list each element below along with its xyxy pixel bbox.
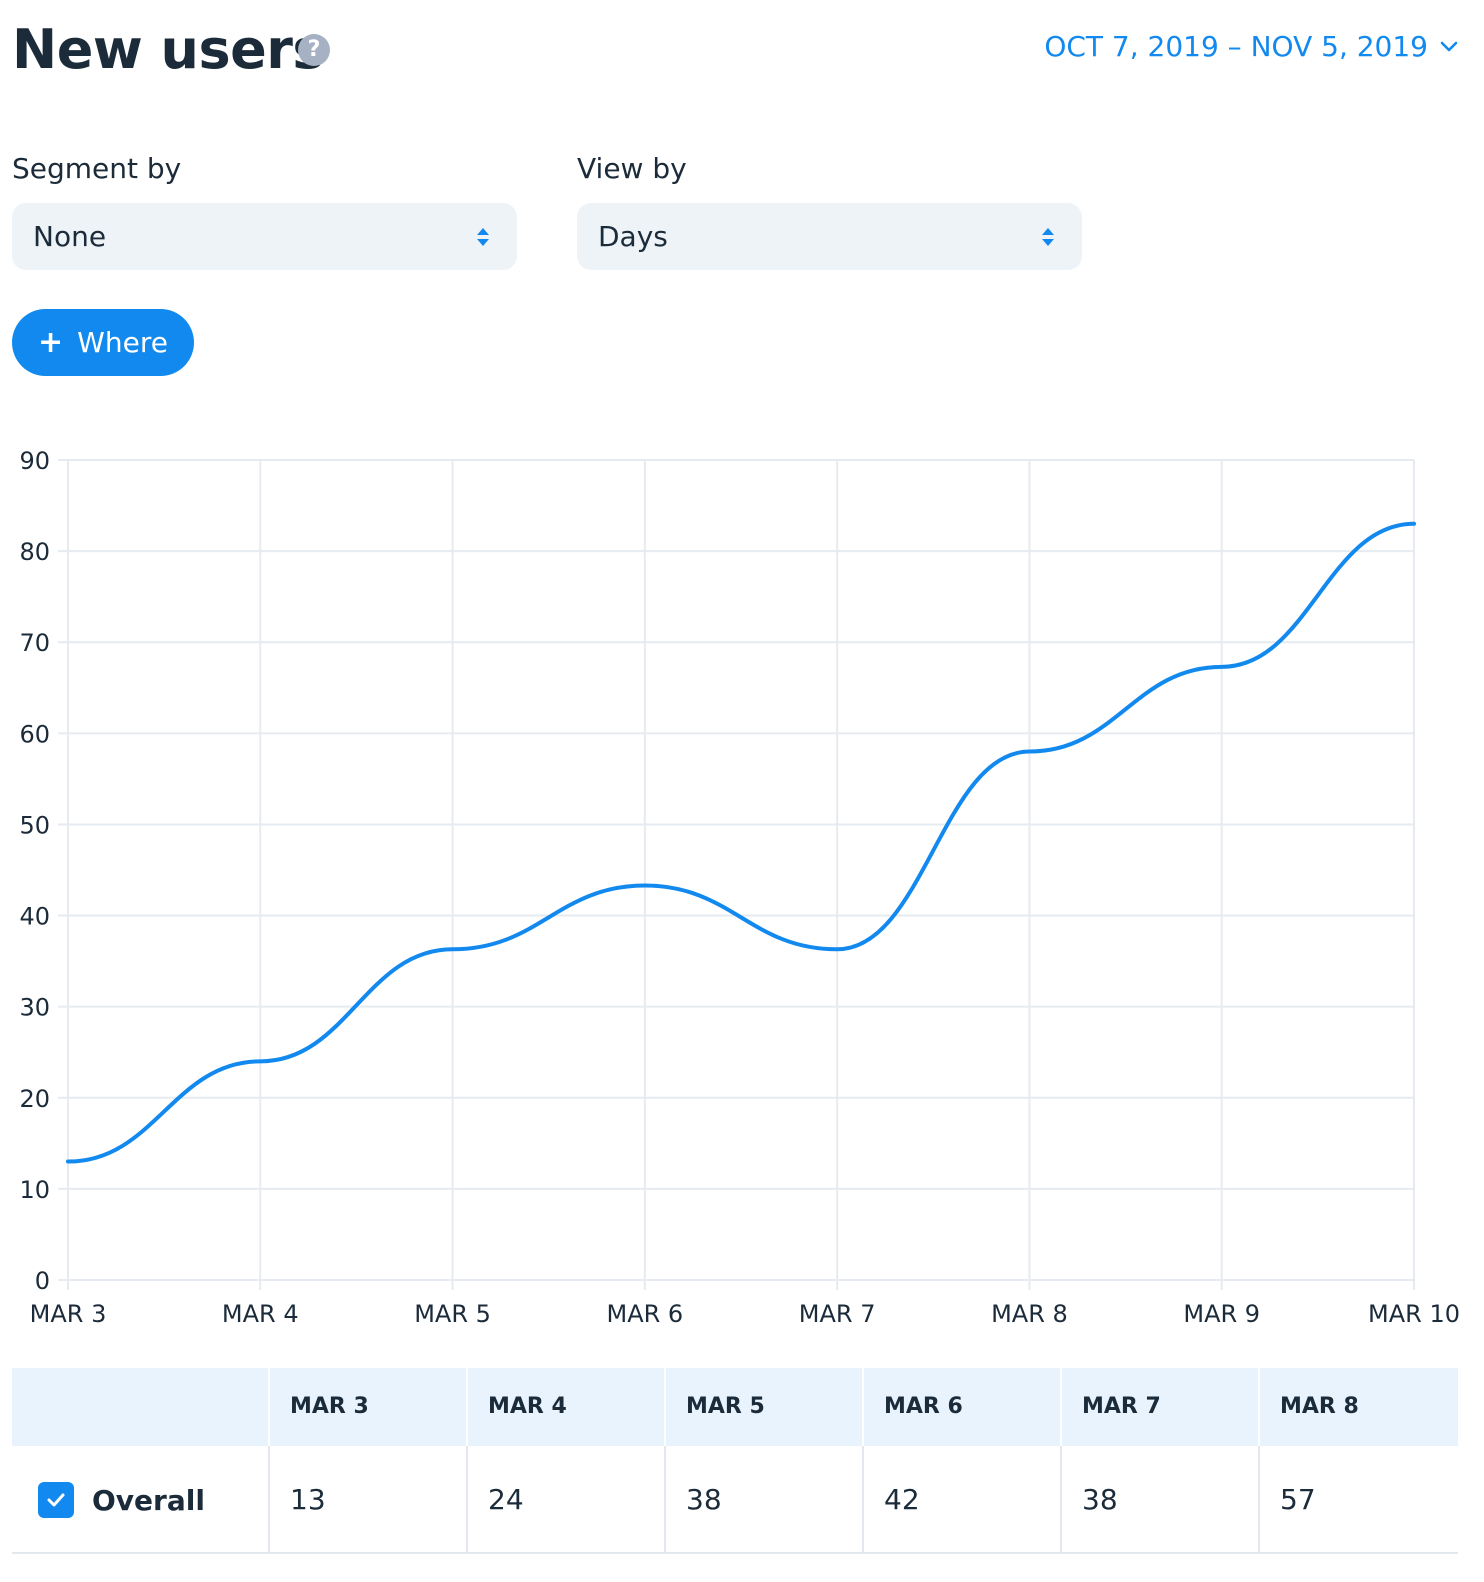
table-cell: 24: [466, 1446, 664, 1552]
table-cell: 38: [664, 1446, 862, 1552]
add-where-filter-button[interactable]: + Where: [12, 309, 194, 376]
cell-value: 38: [1082, 1483, 1118, 1516]
table-header-cell: MAR 4: [466, 1368, 664, 1446]
checkbox[interactable]: [38, 1482, 74, 1518]
column-header: MAR 3: [290, 1394, 369, 1419]
chevron-down-icon: [1440, 41, 1458, 52]
cell-value: 42: [884, 1483, 920, 1516]
check-icon: [47, 1493, 65, 1507]
view-by-select[interactable]: Days: [577, 203, 1082, 270]
sort-arrows-icon: [1042, 228, 1054, 246]
cell-value: 57: [1280, 1483, 1316, 1516]
cell-value: 38: [686, 1483, 722, 1516]
x-tick-label: MAR 10: [1368, 1300, 1460, 1328]
cell-value: 13: [290, 1483, 326, 1516]
column-header: MAR 8: [1280, 1394, 1359, 1419]
y-tick-label: 40: [19, 903, 50, 931]
column-header: MAR 7: [1082, 1394, 1161, 1419]
page-title: New users: [12, 18, 325, 81]
y-tick-label: 60: [19, 720, 50, 748]
column-header: MAR 5: [686, 1394, 765, 1419]
y-tick-label: 80: [19, 538, 50, 566]
page-header: New users ? OCT 7, 2019 – NOV 5, 2019: [12, 14, 1460, 86]
segment-by-label: Segment by: [12, 152, 182, 185]
new-users-line-chart: 0 10 20 30 40 50 60 70 80 90 MAR 3 MAR 4 MAR 5 MAR 6 M…: [19, 447, 1460, 1328]
x-tick-label: MAR 8: [991, 1300, 1068, 1328]
data-table: MAR 3 MAR 4 MAR 5 MAR 6 MAR 7 MAR 8 Overall 13…: [12, 1368, 1458, 1554]
y-tick-label: 70: [19, 629, 50, 657]
x-tick-label: MAR 3: [30, 1300, 107, 1328]
table-header-cell: MAR 3: [268, 1368, 466, 1446]
table-header-cell: MAR 8: [1258, 1368, 1458, 1446]
column-header: MAR 6: [884, 1394, 963, 1419]
plus-icon: +: [38, 324, 64, 360]
row-name: Overall: [92, 1483, 205, 1517]
x-tick-label: MAR 9: [1183, 1300, 1260, 1328]
y-tick-label: 20: [19, 1085, 50, 1113]
y-tick-label: 90: [19, 447, 50, 475]
table-header-cell: MAR 6: [862, 1368, 1060, 1446]
y-tick-label: 50: [19, 811, 50, 839]
table-cell: 13: [268, 1446, 466, 1552]
segment-by-value: None: [33, 220, 107, 253]
table-cell: 38: [1060, 1446, 1258, 1552]
cell-value: 24: [488, 1483, 524, 1516]
view-by-label: View by: [577, 152, 687, 185]
view-by-value: Days: [598, 220, 668, 253]
table-cell: Overall: [12, 1446, 268, 1552]
row-label: Overall: [38, 1446, 205, 1554]
column-header: MAR 4: [488, 1394, 567, 1419]
question-mark-icon[interactable]: ?: [298, 34, 330, 66]
x-tick-label: MAR 7: [799, 1300, 876, 1328]
table-header-cell: MAR 7: [1060, 1368, 1258, 1446]
x-tick-label: MAR 6: [607, 1300, 684, 1328]
x-tick-label: MAR 5: [414, 1300, 491, 1328]
table-header-row: MAR 3 MAR 4 MAR 5 MAR 6 MAR 7 MAR 8: [12, 1368, 1458, 1446]
table-cell: 42: [862, 1446, 1060, 1552]
table-header-cell: MAR 5: [664, 1368, 862, 1446]
where-button-label: Where: [77, 326, 168, 359]
table-row: Overall 13 24 38 42 38 57: [12, 1446, 1458, 1554]
y-tick-label: 30: [19, 994, 50, 1022]
table-header-cell: [12, 1368, 268, 1446]
y-tick-label: 0: [35, 1267, 50, 1295]
date-range-picker[interactable]: OCT 7, 2019 – NOV 5, 2019: [1044, 28, 1460, 64]
x-tick-label: MAR 4: [222, 1300, 299, 1328]
table-cell: 57: [1258, 1446, 1458, 1552]
date-range-label: OCT 7, 2019 – NOV 5, 2019: [1044, 29, 1428, 63]
sort-arrows-icon: [477, 228, 489, 246]
segment-by-select[interactable]: None: [12, 203, 517, 270]
y-tick-label: 10: [19, 1176, 50, 1204]
series-line: [66, 521, 1416, 1164]
